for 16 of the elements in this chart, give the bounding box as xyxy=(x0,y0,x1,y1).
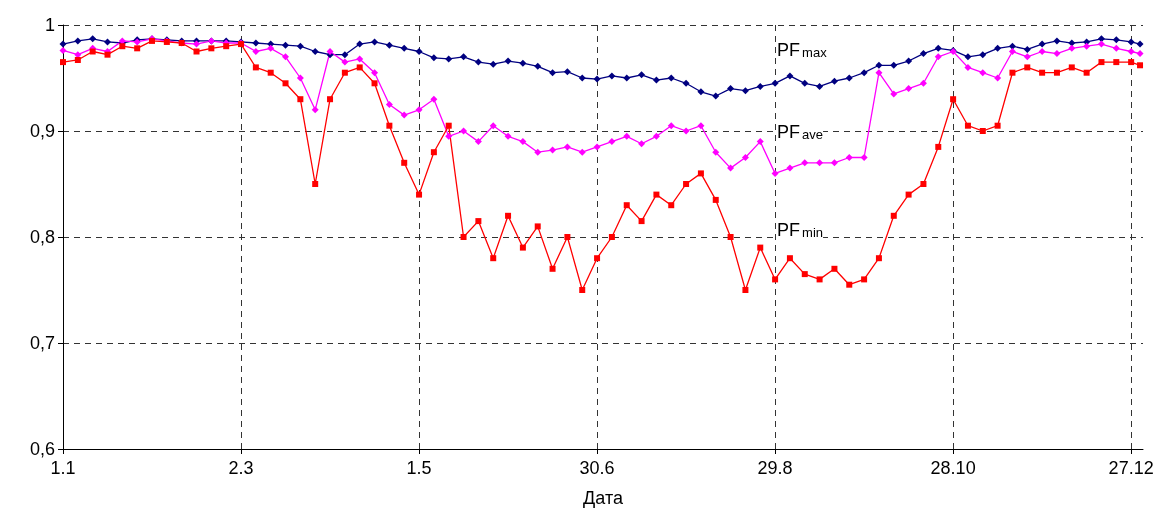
y-tick-label: 1 xyxy=(44,15,55,35)
x-tick-label: 30.6 xyxy=(579,458,615,478)
x-tick-label: 1.1 xyxy=(50,458,76,478)
x-tick-label: 27.12 xyxy=(1108,458,1154,478)
x-axis-title: Дата xyxy=(583,488,624,508)
y-tick-label: 0,8 xyxy=(29,227,55,247)
y-tick-label: 0,9 xyxy=(29,121,55,141)
x-tick-label: 29.8 xyxy=(757,458,793,478)
y-tick-label: 0,6 xyxy=(29,439,55,459)
x-tick-label: 28.10 xyxy=(930,458,976,478)
series-label: PFmax xyxy=(777,40,828,61)
series-label: PFave xyxy=(777,122,824,143)
x-tick-label: 1.5 xyxy=(406,458,432,478)
y-tick-label: 0,7 xyxy=(29,333,55,353)
x-tick-label: 2.3 xyxy=(228,458,254,478)
series-label: PFmin xyxy=(777,220,824,241)
